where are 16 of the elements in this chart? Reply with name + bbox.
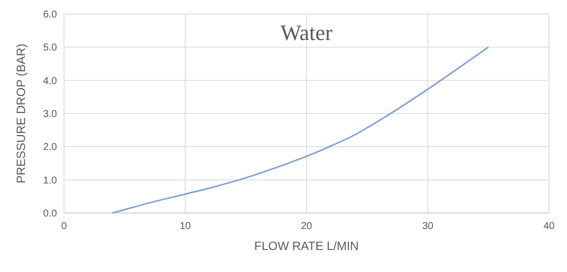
- x-tick-label: 0: [61, 221, 68, 232]
- y-tick-label: 4.0: [43, 76, 58, 87]
- y-tick-label: 2.0: [43, 142, 58, 154]
- x-axis-title: FLOW RATE L/MIN: [254, 239, 359, 253]
- y-tick-label: 3.0: [43, 109, 58, 120]
- x-tick-label: 10: [180, 221, 192, 232]
- x-tick-label: 40: [543, 221, 555, 232]
- y-tick-label: 6.0: [43, 10, 58, 20]
- y-tick-label: 1.0: [43, 175, 58, 186]
- y-axis-title: PRESSURE DROP (BAR): [14, 44, 28, 184]
- x-tick-label: 30: [422, 221, 434, 232]
- x-tick-label: 20: [300, 221, 312, 232]
- y-tick-label: 5.0: [43, 42, 58, 54]
- chart-title: Water: [280, 20, 334, 45]
- y-tick-label: 0.0: [43, 208, 58, 220]
- line-series: [112, 46, 490, 214]
